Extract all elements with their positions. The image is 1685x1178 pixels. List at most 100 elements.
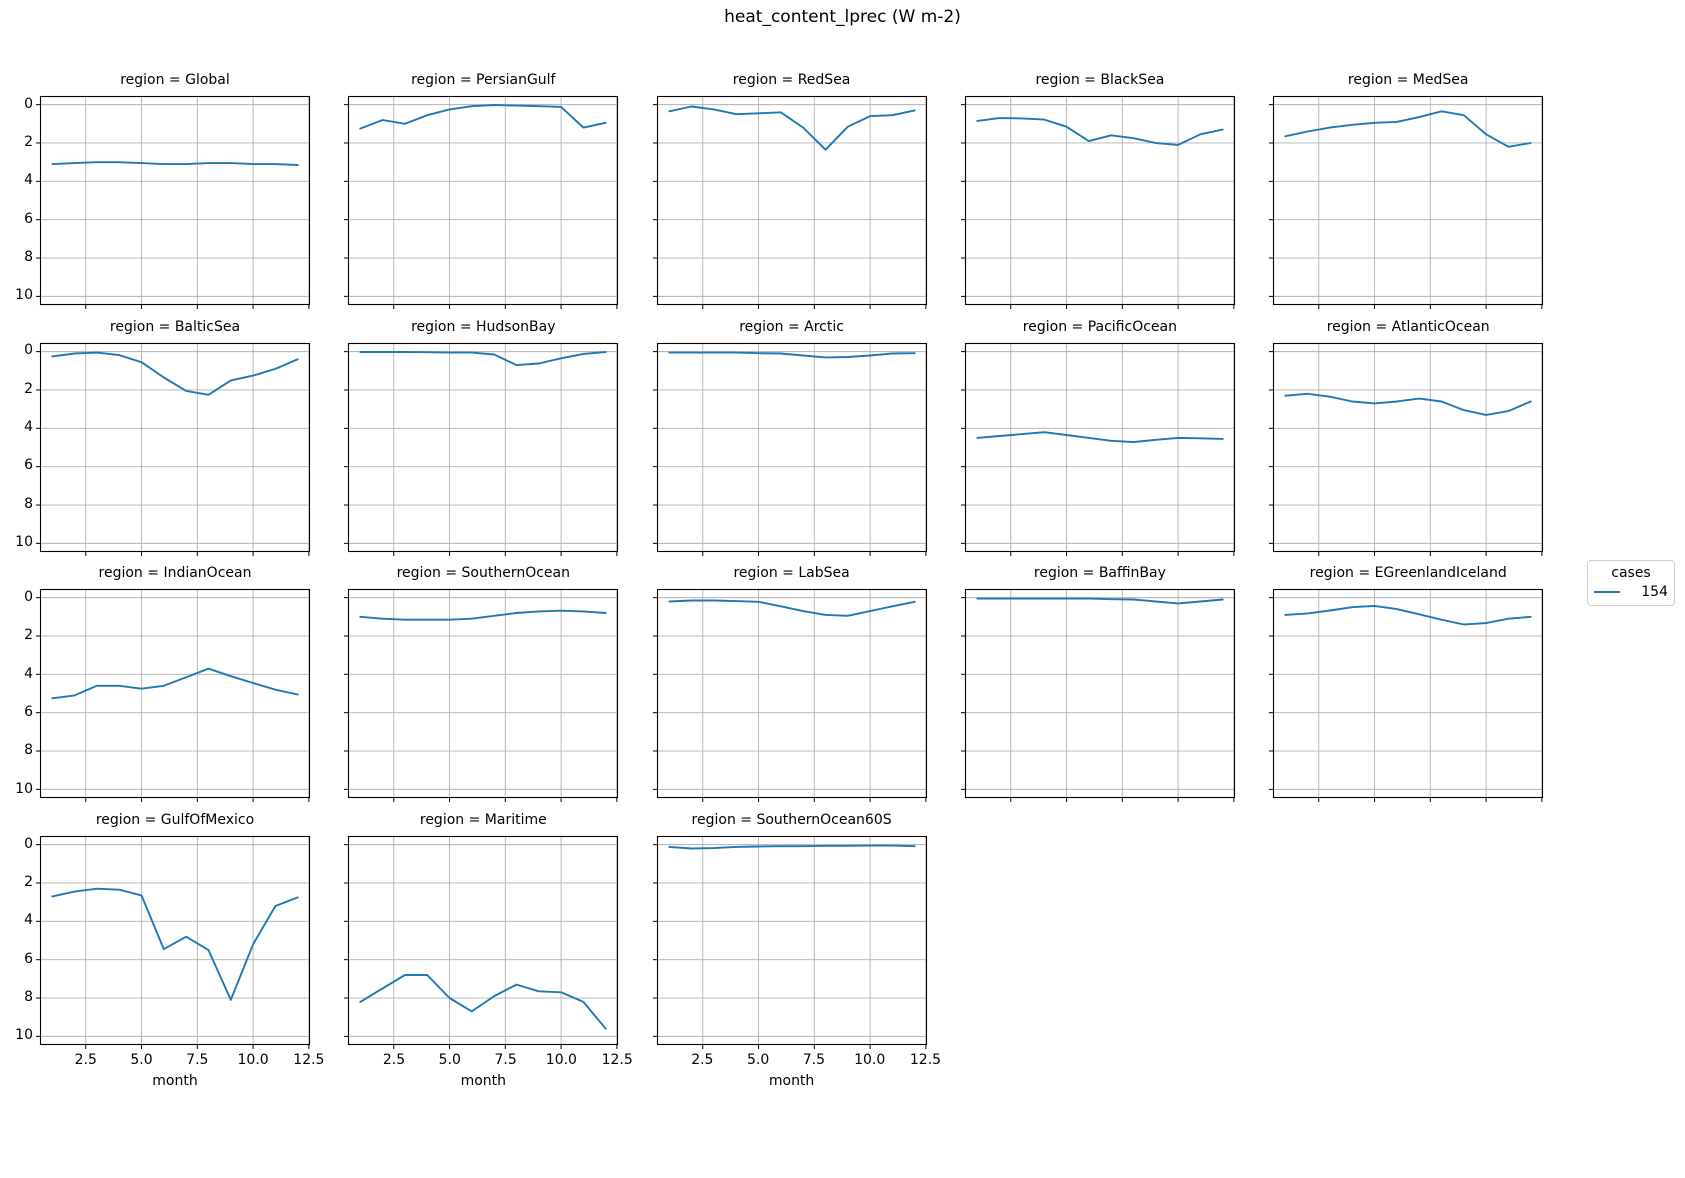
line-series-154 [667,105,916,151]
axes-frame [39,95,311,306]
line-series-154 [359,974,607,1030]
facet-plot-area [36,589,311,803]
x-tick-label: 12.5 [601,1052,633,1069]
y-tick-label: 4 [24,419,33,435]
facet-title: region = HudsonBay [411,318,556,335]
y-tick-label: 8 [24,495,33,512]
y-tick-label: 8 [24,989,33,1006]
facet-title: region = SouthernOcean60S [691,812,892,829]
axes-frame [39,589,311,799]
y-tick-label: 2 [24,380,33,397]
x-axis-label: month [152,1073,198,1090]
axes-frame [39,342,311,552]
y-tick-label: 0 [24,95,33,112]
y-tick-label: 4 [24,665,33,682]
axes-frame [656,589,927,799]
y-tick-label: 8 [24,249,33,266]
facet-title: region = RedSea [732,72,851,88]
y-tick-label: 4 [24,172,33,189]
facet-plot-area [960,95,1235,309]
facet-SouthernOcean: region = SouthernOcean [344,565,619,803]
facet-plot-area [36,95,311,309]
legend-line-swatch [1594,591,1620,593]
y-tick-label: 0 [24,342,33,359]
facet-plot-area [344,342,619,556]
facet-LabSea: region = LabSea [652,565,927,803]
axes-frame [1273,95,1544,306]
line-series-154 [51,351,299,396]
facet-BalticSea: region = BalticSea 0 2 4 6 8 10 [15,319,311,556]
x-tick-label: 2.5 [691,1052,714,1069]
line-series-154 [976,117,1224,146]
axes-frame [348,342,619,552]
x-tick-label: 5.0 [746,1052,770,1069]
facet-title: region = SouthernOcean [396,565,570,582]
facet-plot-area [1269,95,1544,309]
y-tick-label: 10 [15,780,33,797]
axes-frame [964,589,1235,799]
facet-BaffinBay: region = BaffinBay [960,565,1235,803]
x-tick-label: 5.0 [438,1052,461,1069]
legend-entry: 154 [1594,584,1668,600]
x-tick-label: 10.0 [854,1052,886,1069]
x-tick-label: 2.5 [74,1052,97,1069]
line-series-154 [976,430,1224,443]
facet-title: region = BaffinBay [1033,565,1166,582]
line-series-154 [667,844,916,850]
x-axis-label: month [768,1073,815,1090]
facet-plot-area [344,836,619,1050]
axes-frame [656,836,927,1046]
facet-title: region = BlackSea [1035,72,1165,88]
facet-plot-area [652,95,927,309]
facet-Arctic: region = Arctic [652,319,927,556]
y-tick-label: 6 [24,950,33,967]
axes-frame [656,342,927,552]
line-series-154 [1284,605,1532,626]
facet-title: region = IndianOcean [98,565,252,582]
x-tick-label: 12.5 [293,1052,325,1069]
y-tick-label: 10 [15,287,33,304]
axes-frame [348,836,619,1046]
facet-MedSea: region = MedSea [1269,72,1544,309]
line-series-154 [1284,110,1532,148]
facet-GulfOfMexico: region = GulfOfMexico 0 2 4 6 8 10 2.5 5.0 7.5 10.… [15,812,324,1089]
facet-plot-area [344,95,619,309]
axes-frame [348,589,619,799]
facet-RedSea: region = RedSea [652,72,927,309]
y-tick-label: 6 [24,704,33,721]
facet-plot-area [344,589,619,803]
axes-frame [1273,342,1544,552]
facet-plot-area [1269,342,1544,556]
line-series-154 [667,599,916,618]
x-tick-label: 7.5 [186,1052,209,1069]
axes-frame [964,342,1235,552]
legend: cases 154 [1587,560,1675,606]
y-tick-label: 6 [24,210,33,227]
x-tick-label: 5.0 [130,1052,153,1069]
facet-PacificOcean: region = PacificOcean [960,319,1235,556]
x-tick-label: 7.5 [802,1052,826,1069]
axes-frame [348,95,619,306]
y-tick-label: 10 [15,534,33,551]
facet-title: region = LabSea [733,565,850,582]
axes-frame [656,95,927,306]
axes-frame [1273,589,1544,799]
y-tick-label: 10 [15,1027,33,1044]
facet-plot-area [652,342,927,556]
line-series-154 [359,104,607,130]
facet-title: region = Global [120,72,230,88]
facet-plot-area [1269,589,1544,803]
facet-IndianOcean: region = IndianOcean 0 2 4 6 8 10 [15,565,311,803]
facet-title: region = AtlanticOcean [1326,318,1490,335]
line-series-154 [667,351,916,359]
facet-BlackSea: region = BlackSea [960,72,1235,309]
y-tick-label: 2 [24,133,33,150]
line-series-154 [359,610,607,622]
x-tick-label: 10.0 [237,1052,269,1069]
facet-title: region = MedSea [1347,72,1469,88]
legend-entry-label: 154 [1641,584,1668,600]
line-series-154 [51,668,299,700]
line-series-154 [1284,392,1532,416]
facet-title: region = Maritime [419,812,547,829]
